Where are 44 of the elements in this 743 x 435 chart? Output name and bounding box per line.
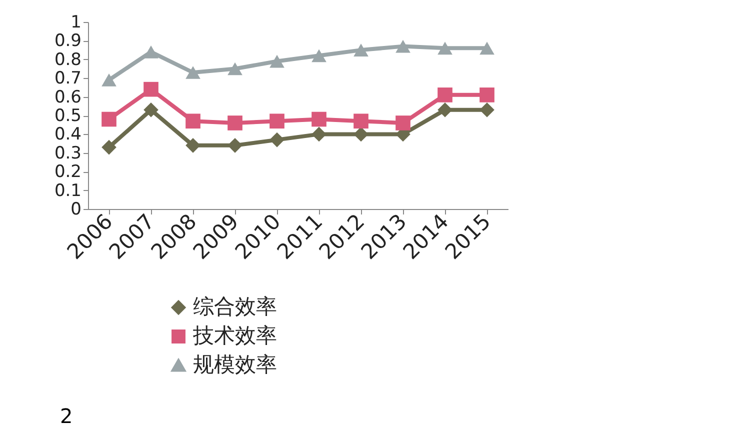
point xyxy=(480,42,494,55)
point xyxy=(480,102,494,118)
point xyxy=(312,126,326,142)
point xyxy=(186,114,200,129)
y-tick-label: 0.2 xyxy=(54,162,82,182)
point xyxy=(270,54,284,68)
point xyxy=(438,102,452,118)
point xyxy=(480,88,494,102)
y-tick-label: 0.3 xyxy=(54,143,82,164)
point xyxy=(354,126,368,142)
point xyxy=(228,116,242,130)
y-tick-label: 1 xyxy=(70,12,82,32)
y-tick-label: 0.1 xyxy=(54,180,82,201)
y-tick-label: 0.4 xyxy=(54,124,82,145)
point xyxy=(312,112,326,127)
point xyxy=(228,62,242,76)
point xyxy=(270,114,284,129)
point xyxy=(396,40,410,53)
y-tick-label: 0.6 xyxy=(54,87,82,108)
point xyxy=(438,42,452,55)
point xyxy=(144,102,158,118)
y-tick-label: 0.8 xyxy=(54,50,82,70)
point xyxy=(102,140,116,155)
legend-label: 技术效率 xyxy=(192,324,277,348)
text: 2 xyxy=(60,404,73,428)
y-tick-label: 0.7 xyxy=(54,68,82,89)
point xyxy=(396,116,410,130)
point xyxy=(354,114,368,129)
point xyxy=(354,44,368,56)
point xyxy=(102,74,116,86)
point xyxy=(186,66,200,79)
point xyxy=(186,138,200,153)
legend-label: 综合效率 xyxy=(193,294,277,318)
y-tick-label: 0.9 xyxy=(54,31,82,52)
point xyxy=(144,45,158,58)
point xyxy=(102,112,116,127)
point xyxy=(144,82,158,97)
point xyxy=(438,88,452,102)
y-tick-label: 0 xyxy=(70,200,82,220)
y-tick-label: 0.5 xyxy=(54,106,82,126)
point xyxy=(228,138,242,153)
legend-label: 规模效率 xyxy=(193,352,277,376)
point xyxy=(312,49,326,62)
point xyxy=(270,132,284,148)
